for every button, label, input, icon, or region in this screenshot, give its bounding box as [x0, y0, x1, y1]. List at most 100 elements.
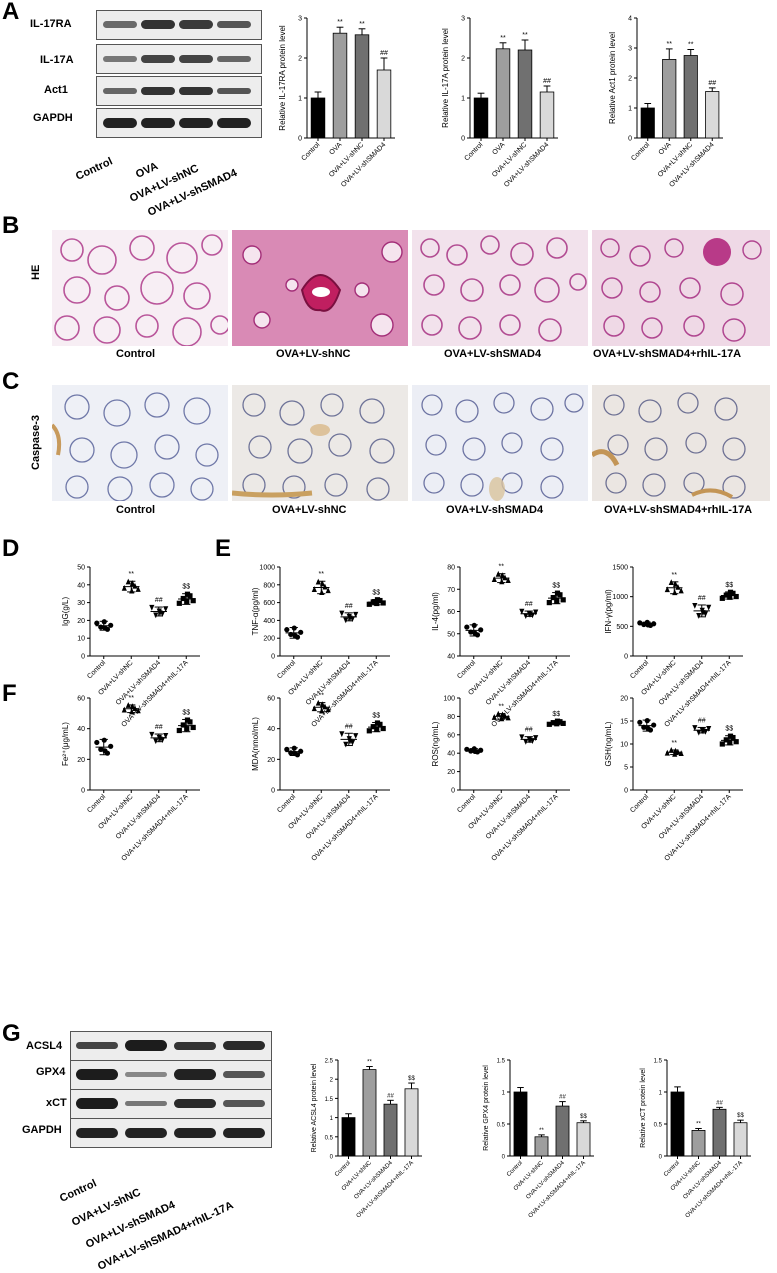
data-point	[505, 714, 511, 721]
data-point	[560, 597, 566, 603]
data-point	[692, 725, 698, 731]
y-tick-label: 1	[298, 96, 302, 103]
significance-mark: **	[499, 564, 505, 571]
bar	[341, 1117, 356, 1157]
panel-letter-c: C	[2, 368, 20, 395]
y-tick-label: 2	[461, 56, 465, 63]
y-tick-label: 2	[628, 76, 632, 83]
data-point	[94, 620, 100, 626]
bar	[517, 49, 533, 139]
y-tick-label: 80	[447, 565, 455, 572]
he-caption-control: Control	[116, 348, 156, 360]
y-axis-label: IFN-γ(pg/ml)	[604, 589, 613, 634]
significance-mark: ##	[345, 723, 353, 730]
data-point	[645, 725, 651, 731]
y-tick-label: 10	[77, 636, 85, 643]
significance-mark: $$	[725, 726, 733, 733]
panel-letter-d: D	[2, 535, 20, 562]
caspase3-image-ova-shsmad4	[412, 385, 588, 501]
significance-mark: **	[696, 1121, 701, 1127]
data-point	[645, 622, 651, 628]
significance-mark: $$	[372, 713, 380, 720]
bar	[733, 1122, 748, 1157]
y-tick-label: 0	[271, 788, 275, 795]
data-point	[298, 629, 304, 635]
data-point	[184, 717, 191, 723]
data-point	[706, 604, 712, 611]
data-point	[651, 722, 657, 728]
x-tick-label: OVA+LV-shSMAD4	[682, 1160, 723, 1201]
y-tick-label: 50	[77, 565, 85, 572]
significance-mark: ##	[525, 727, 533, 734]
data-point	[129, 703, 136, 710]
x-tick-label: Control	[629, 793, 650, 814]
wb-g-blot-gapdh	[70, 1118, 272, 1148]
significance-mark: **	[337, 19, 343, 26]
data-point	[190, 724, 196, 731]
significance-mark: $$	[552, 711, 560, 718]
data-point	[366, 601, 372, 607]
y-tick-label: 1000	[259, 565, 275, 572]
y-tick-label: 0	[451, 788, 455, 795]
data-point	[325, 587, 331, 594]
y-tick-label: 0	[81, 788, 85, 795]
y-axis-label: IgG(g/L)	[61, 596, 70, 626]
wb-g-blot-xct	[70, 1089, 272, 1119]
y-tick-label: 40	[77, 726, 85, 733]
y-axis-label: ROS(ng/mL)	[431, 721, 440, 766]
he-caption-ova-shsmad4: OVA+LV-shSMAD4	[444, 348, 542, 360]
x-tick-label: Control	[463, 141, 484, 162]
chart-g3: 0 0.5 1 1.5 Relative xCT protein level Contro…	[640, 1059, 751, 1219]
caspase3-caption-ova-shsmad4: OVA+LV-shSMAD4	[446, 504, 544, 516]
x-tick-label: OVA+LV-shSMAD4	[525, 1160, 566, 1201]
y-tick-label: 60	[447, 609, 455, 616]
panel-letter-e: E	[215, 535, 232, 562]
data-point	[675, 583, 681, 590]
significance-mark: **	[499, 704, 505, 711]
y-tick-label: 500	[616, 624, 628, 631]
x-tick-label: Control	[276, 659, 297, 680]
significance-mark: $$	[552, 583, 560, 590]
x-tick-label: OVA+LV-shSMAD4	[353, 1160, 394, 1201]
significance-mark: ##	[708, 80, 716, 87]
y-tick-label: 1.5	[654, 1059, 663, 1065]
y-tick-label: 40	[267, 726, 275, 733]
data-point	[108, 743, 114, 749]
data-point	[519, 608, 525, 615]
bar	[376, 69, 392, 139]
data-point	[696, 613, 702, 619]
significance-mark: ##	[380, 50, 388, 57]
bar	[332, 32, 348, 139]
chart-g1: 0 0.5 1 1.5 2 2.5 Relative ACSL4 protein level…	[311, 1059, 422, 1219]
data-point	[380, 600, 386, 606]
caspase3-caption-ova-shnc: OVA+LV-shNC	[272, 504, 347, 516]
data-point	[546, 600, 552, 606]
data-point	[554, 590, 561, 596]
data-point	[98, 746, 104, 752]
data-point	[472, 630, 478, 636]
x-tick-label: Control	[456, 793, 477, 814]
significance-mark: ##	[525, 601, 533, 608]
y-tick-label: 20	[620, 696, 628, 703]
data-point	[94, 739, 100, 746]
y-tick-label: 0	[628, 136, 632, 143]
data-point	[464, 624, 470, 630]
data-point	[325, 706, 331, 713]
he-image-ova-shsmad4-rhil17a	[592, 230, 770, 346]
y-tick-label: 5	[624, 765, 628, 772]
y-tick-label: 3	[298, 16, 302, 23]
data-point	[343, 617, 349, 624]
x-tick-label: Control	[629, 659, 650, 680]
data-point	[678, 587, 684, 594]
caspase3-image-ova-shnc	[232, 385, 408, 501]
he-caption-ova-shnc: OVA+LV-shNC	[276, 348, 351, 360]
he-image-control	[52, 230, 228, 346]
y-axis-label: TNF-α(pg/ml)	[251, 587, 260, 635]
data-point	[491, 576, 497, 583]
panel-letter-g: G	[2, 1020, 21, 1047]
bar	[404, 1088, 419, 1157]
data-point	[472, 748, 478, 754]
significance-mark: **	[539, 1128, 544, 1134]
x-tick-label: Control	[663, 1160, 681, 1178]
he-image-ova-shsmad4	[412, 230, 588, 346]
